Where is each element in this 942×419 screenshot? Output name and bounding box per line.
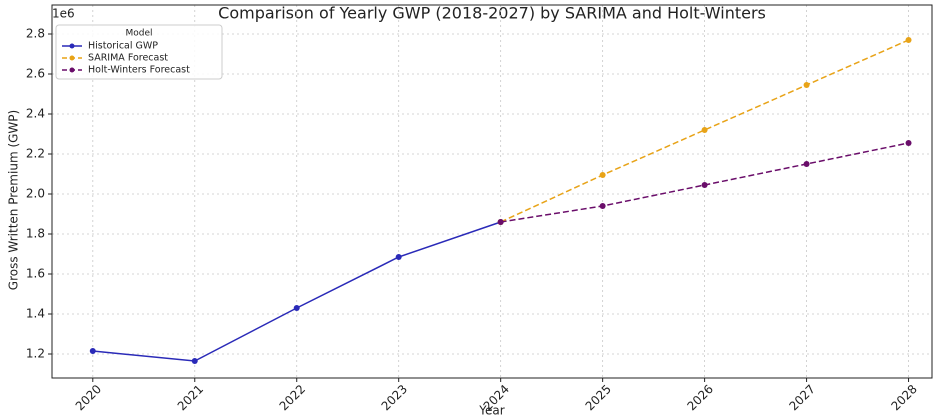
data-point	[599, 203, 606, 209]
legend-box	[55, 24, 223, 80]
legend-label: Holt-Winters Forecast	[88, 65, 190, 76]
data-point	[599, 172, 606, 178]
data-point	[497, 219, 504, 225]
y-tick-label: 1.6	[26, 267, 45, 281]
y-axis-label: Gross Written Premium (GWP)	[7, 110, 21, 290]
x-axis-label: Year	[478, 404, 504, 418]
x-tick-label: 2022	[277, 382, 308, 413]
data-point	[191, 358, 198, 364]
data-point	[293, 305, 300, 311]
x-tick-label: 2028	[888, 382, 919, 413]
legend-label: SARIMA Forecast	[88, 53, 168, 64]
y-tick-label: 2.2	[26, 147, 45, 161]
y-tick-label: 1.2	[26, 347, 45, 361]
data-point	[395, 254, 402, 260]
data-point	[905, 140, 912, 146]
data-point	[89, 348, 96, 354]
y-tick-label: 1.8	[26, 227, 45, 241]
series-line	[500, 39, 909, 223]
legend-title: Model	[125, 29, 152, 39]
legend-marker	[69, 55, 75, 61]
y-offset-label: 1e6	[52, 7, 75, 21]
y-tick-label: 2.6	[26, 67, 45, 81]
x-tick-label: 2020	[73, 382, 104, 413]
x-tick-label: 2021	[175, 382, 206, 413]
data-point	[701, 127, 708, 133]
x-tick-label: 2025	[583, 382, 614, 413]
x-tick-label: 2027	[786, 382, 817, 413]
y-tick-label: 2.4	[26, 107, 45, 121]
legend-label: Historical GWP	[88, 41, 158, 52]
plot-frame	[51, 4, 933, 379]
data-point	[803, 161, 810, 167]
chart-title: Comparison of Yearly GWP (2018-2027) by …	[218, 4, 766, 23]
y-tick-label: 2.0	[26, 187, 45, 201]
data-point	[701, 182, 708, 188]
x-tick-label: 2026	[685, 382, 716, 413]
y-tick-label: 2.8	[26, 27, 45, 41]
legend-marker	[69, 67, 75, 73]
legend-marker	[69, 43, 75, 49]
x-tick-label: 2023	[379, 382, 410, 413]
data-point	[905, 37, 912, 43]
data-point	[803, 82, 810, 88]
y-tick-label: 1.4	[26, 307, 45, 321]
